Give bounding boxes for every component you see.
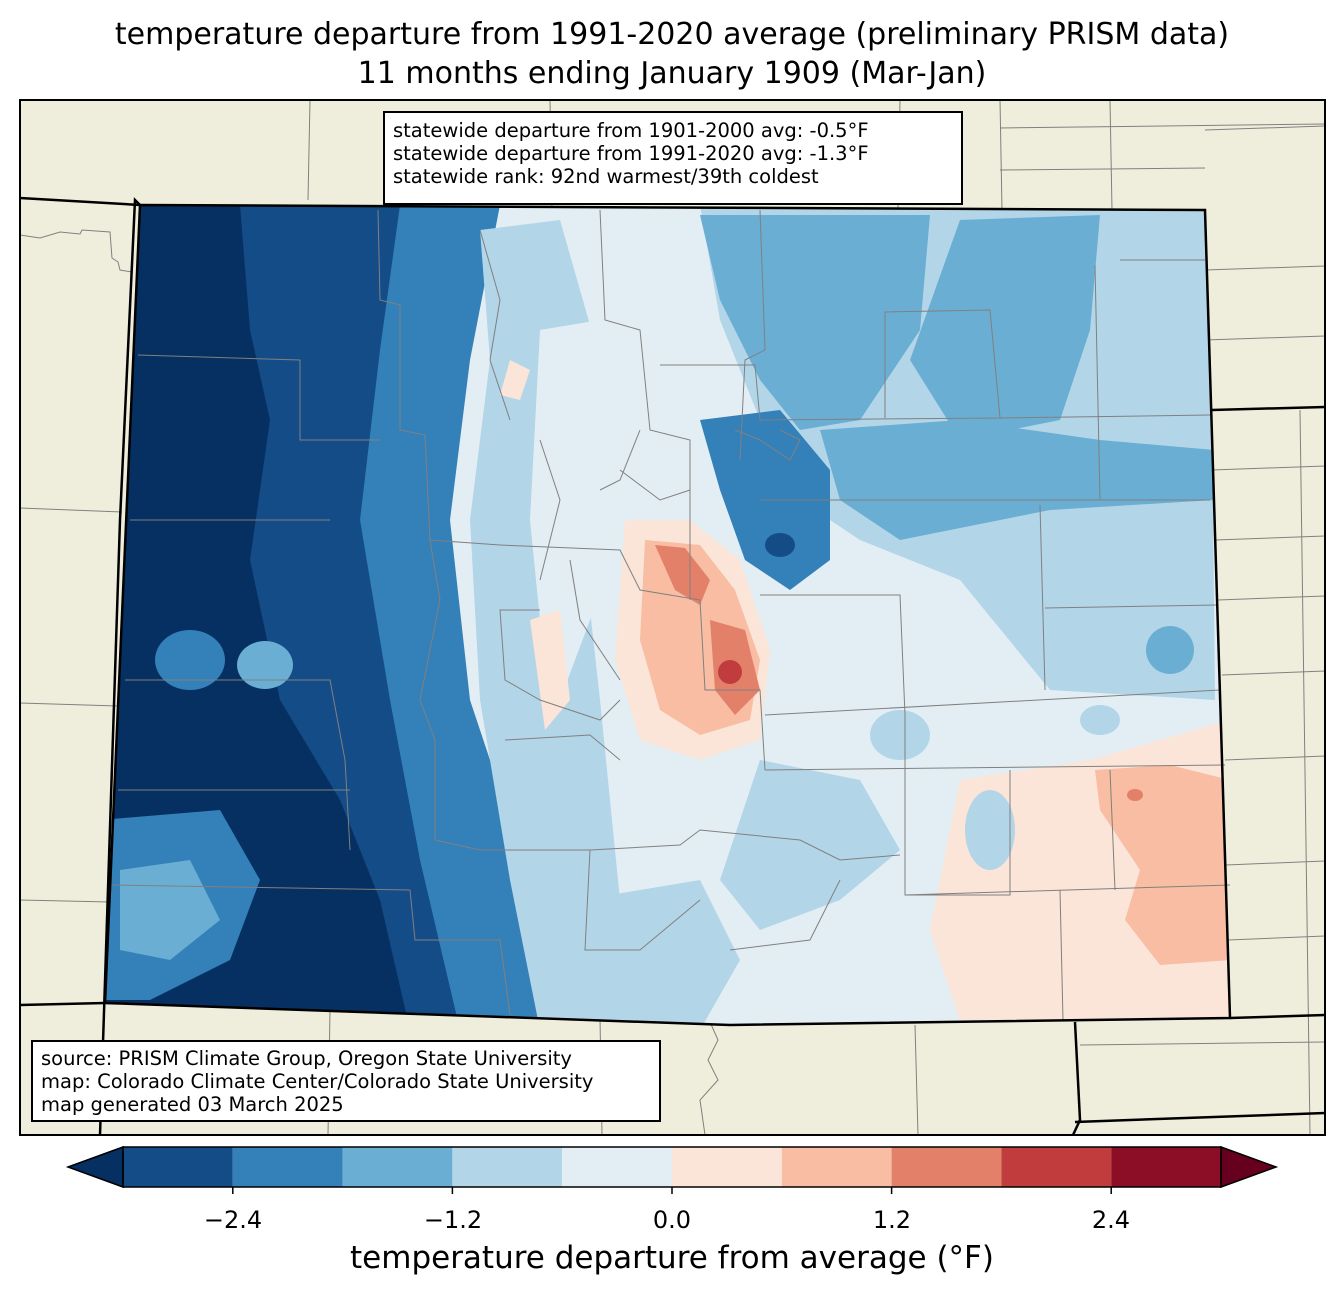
statistics-box: statewide departure from 1901-2000 avg: … [383,111,963,205]
colorbar-segment [452,1147,563,1187]
colorbar-segment [232,1147,343,1187]
colorbar-segment [123,1147,233,1187]
colorbar-min-extension [65,1145,124,1189]
source-credit: source: PRISM Climate Group, Oregon Stat… [41,1047,572,1070]
chart-title: temperature departure from 1991-2020 ave… [114,17,1230,52]
colorbar-tick-label: 0.0 [652,1206,692,1234]
map-frame [19,99,1326,1136]
stat-departure-1901-2000: statewide departure from 1901-2000 avg: … [393,119,869,142]
stat-rank: statewide rank: 92nd warmest/39th coldes… [393,165,819,188]
state-borders [20,196,1325,1135]
colorado-border [103,203,1232,1027]
colorbar-tick-label: 1.2 [872,1206,912,1234]
colorbar-tick-label: −1.2 [423,1206,483,1234]
county-lines [111,209,1231,1021]
colorbar-segment [1001,1147,1112,1187]
chart-subtitle: 11 months ending January 1909 (Mar-Jan) [357,56,987,91]
colorbar-segment [562,1147,672,1187]
colorbar-max-extension [1220,1145,1279,1189]
colorbar-segment [672,1147,782,1187]
colorbar-segment [342,1147,453,1187]
colorbar-segment [781,1147,892,1187]
temperature-field [105,205,1230,1025]
source-box: source: PRISM Climate Group, Oregon Stat… [31,1040,661,1122]
colorbar-tick-label: −2.4 [203,1206,263,1234]
colorbar-tick-label: 2.4 [1091,1206,1131,1234]
generated-date: map generated 03 March 2025 [41,1093,344,1116]
colorbar [65,1145,1279,1194]
colorbar-label: temperature departure from average (°F) [350,1240,994,1276]
stat-departure-1991-2020: statewide departure from 1991-2020 avg: … [393,142,869,165]
colorbar-segment [891,1147,1002,1187]
map-credit: map: Colorado Climate Center/Colorado St… [41,1070,594,1093]
colorbar-segment [1111,1147,1221,1187]
